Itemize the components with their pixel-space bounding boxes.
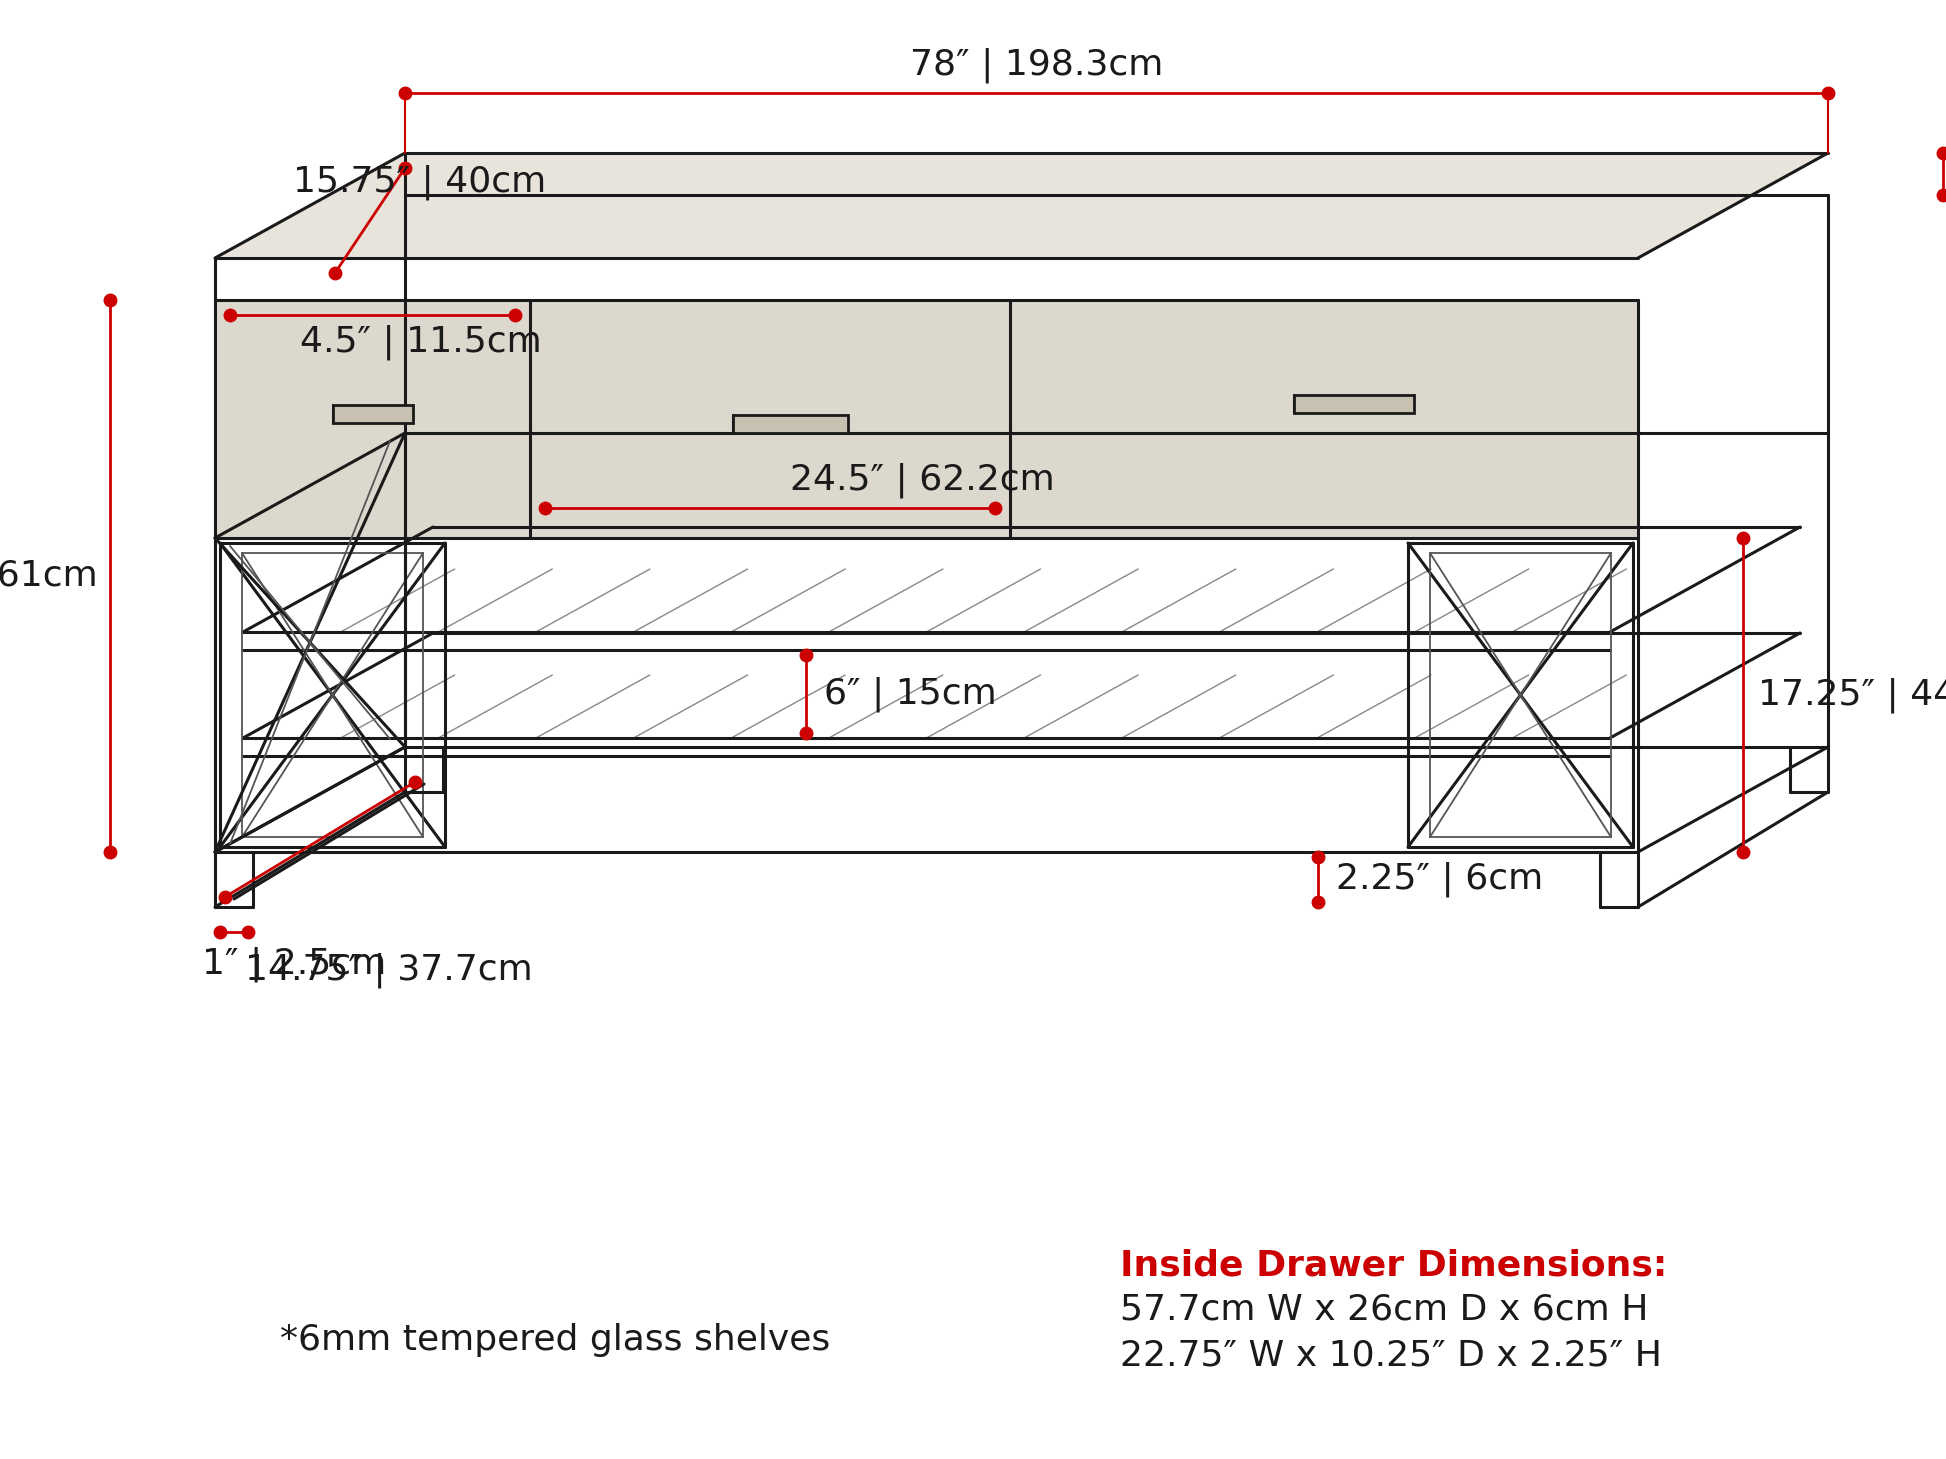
FancyBboxPatch shape (1294, 395, 1415, 413)
Text: 17.25″ | 44cm: 17.25″ | 44cm (1757, 677, 1946, 713)
Text: 57.7cm W x 26cm D x 6cm H: 57.7cm W x 26cm D x 6cm H (1121, 1293, 1648, 1328)
Text: 2.25″ | 6cm: 2.25″ | 6cm (1337, 861, 1543, 897)
Text: *6mm tempered glass shelves: *6mm tempered glass shelves (280, 1323, 831, 1357)
Text: 78″ | 198.3cm: 78″ | 198.3cm (911, 48, 1164, 83)
Polygon shape (214, 153, 1827, 258)
FancyBboxPatch shape (333, 406, 413, 423)
Polygon shape (214, 301, 1639, 538)
Text: Inside Drawer Dimensions:: Inside Drawer Dimensions: (1121, 1247, 1668, 1282)
Text: 6″ | 15cm: 6″ | 15cm (823, 677, 996, 712)
Text: 14.75″ | 37.7cm: 14.75″ | 37.7cm (245, 953, 533, 988)
Text: 24″ | 61cm: 24″ | 61cm (0, 559, 97, 594)
Text: 22.75″ W x 10.25″ D x 2.25″ H: 22.75″ W x 10.25″ D x 2.25″ H (1121, 1338, 1662, 1371)
Text: 24.5″ | 62.2cm: 24.5″ | 62.2cm (790, 463, 1055, 498)
Text: 1″ | 2.5cm: 1″ | 2.5cm (202, 947, 385, 982)
Text: 15.75″ | 40cm: 15.75″ | 40cm (294, 165, 547, 200)
Text: 4.5″ | 11.5cm: 4.5″ | 11.5cm (300, 324, 541, 360)
FancyBboxPatch shape (732, 414, 848, 433)
